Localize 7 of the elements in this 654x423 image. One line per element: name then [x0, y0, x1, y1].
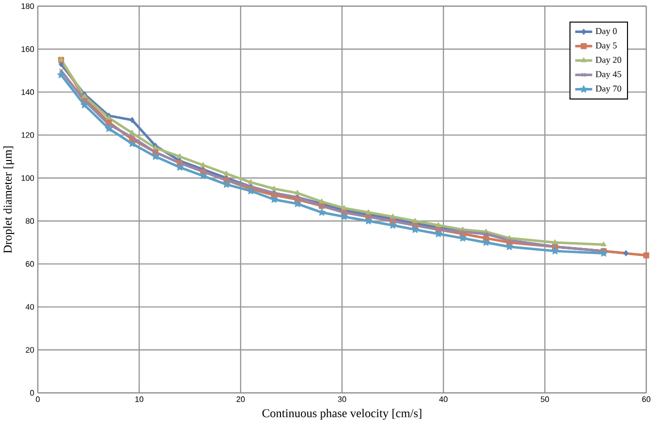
legend-label: Day 70 — [596, 86, 622, 94]
legend-label: Day 20 — [596, 56, 622, 65]
legend-label: Day 0 — [596, 28, 617, 36]
legend-label: Day 45 — [596, 71, 622, 80]
legend-label: Day 5 — [596, 42, 617, 50]
x-axis-title: Continuous phase velocity [cm/s] — [262, 408, 422, 420]
y-axis-title: Droplet diameter [μm] — [3, 146, 14, 254]
